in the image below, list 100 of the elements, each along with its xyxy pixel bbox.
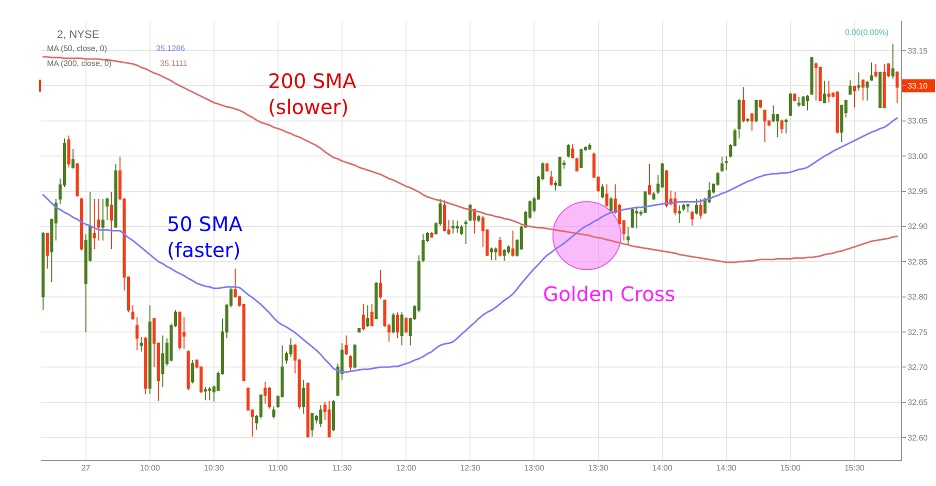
- candlestick: [76, 162, 79, 198]
- y-tick-label: 32.60: [908, 433, 928, 442]
- candlestick: [678, 204, 681, 224]
- series-label: 50 SMA (faster): [167, 212, 243, 262]
- annotation: MA (50, close, 0): [47, 44, 108, 53]
- candlestick: [101, 198, 104, 241]
- candlestick: [861, 78, 865, 101]
- candlestick: [788, 92, 792, 116]
- x-tick-label: 14:00: [652, 464, 673, 473]
- candlestick: [370, 303, 374, 327]
- candlestick: [571, 144, 574, 159]
- candlestick: [626, 226, 630, 246]
- candlestick: [374, 282, 378, 320]
- y-tick-label: 33.15: [908, 46, 928, 56]
- candlestick: [610, 196, 613, 213]
- candlestick: [878, 71, 882, 109]
- x-tick-label: 13:30: [588, 464, 609, 473]
- candlestick: [46, 232, 49, 270]
- candlestick: [191, 360, 194, 384]
- candlestick: [140, 336, 143, 352]
- candlestick: [302, 379, 306, 414]
- candlestick: [818, 66, 822, 102]
- line-series: [42, 56, 898, 264]
- candlestick: [114, 163, 118, 228]
- candlestick: [836, 90, 839, 134]
- candlestick: [136, 316, 139, 351]
- candlestick: [848, 80, 852, 96]
- candlestick: [550, 170, 553, 186]
- candlestick: [452, 220, 455, 234]
- candlestick: [882, 63, 886, 109]
- candlestick: [148, 304, 152, 394]
- candlestick: [738, 98, 741, 139]
- y-tick-label: 33.05: [908, 116, 928, 126]
- annotation: 0.00(0.00%): [845, 28, 889, 37]
- candlestick: [802, 96, 805, 107]
- candlestick: [366, 304, 370, 328]
- text: 2, NYSE: [57, 28, 100, 41]
- candlestick: [92, 198, 96, 250]
- candlestick: [635, 206, 638, 230]
- candlestick: [754, 99, 758, 123]
- candlestick: [665, 170, 668, 208]
- x-tick-label: 13:00: [524, 464, 545, 473]
- series-label: 200 SMA (slower): [268, 69, 356, 119]
- candlestick: [827, 80, 830, 104]
- candlestick: [344, 334, 348, 356]
- candlestick: [874, 63, 878, 78]
- candlestick: [720, 156, 724, 172]
- candlestick: [682, 203, 686, 212]
- candlestick: [264, 381, 267, 404]
- candlestick: [353, 343, 356, 370]
- candlestick: [750, 112, 754, 132]
- candlestick: [891, 44, 894, 80]
- candlestick: [498, 236, 502, 258]
- candlestick: [490, 247, 494, 261]
- x-tick-label: 12:30: [460, 464, 481, 473]
- candlestick: [319, 404, 322, 428]
- candlestick: [422, 234, 425, 263]
- candlestick: [857, 72, 860, 92]
- candlestick: [694, 198, 698, 215]
- candlestick: [400, 312, 404, 346]
- candlestick: [588, 142, 592, 150]
- candlestick: [699, 198, 702, 220]
- candlestick: [472, 208, 476, 234]
- candlestick: [362, 303, 365, 332]
- candlestick: [644, 190, 647, 214]
- candlestick: [558, 156, 562, 187]
- candlestick: [674, 191, 677, 216]
- x-tick-label: 10:30: [204, 464, 224, 473]
- y-tick-label: 33.10: [908, 82, 928, 91]
- y-tick-label: 32.80: [908, 292, 928, 302]
- candlestick: [404, 316, 408, 334]
- y-tick-label: 32.85: [908, 257, 928, 266]
- candlestick: [870, 62, 874, 82]
- candlestick: [328, 400, 331, 438]
- candlestick: [178, 311, 182, 350]
- candlestick: [106, 197, 109, 221]
- candlestick: [161, 334, 164, 388]
- x-tick-label: 11:00: [268, 464, 288, 473]
- annotation: 35.1286: [156, 44, 186, 53]
- candlestick: [545, 162, 549, 172]
- candlestick: [306, 382, 310, 438]
- x-tick-label: 27: [81, 464, 91, 473]
- candlestick: [110, 191, 113, 250]
- candlestick: [392, 312, 395, 334]
- y-tick-label: 32.70: [908, 362, 928, 372]
- candlestick: [268, 386, 271, 410]
- candlestick: [442, 200, 446, 232]
- candlestick: [378, 270, 382, 300]
- candlestick: [97, 198, 100, 241]
- candlestick: [67, 135, 70, 168]
- candlestick: [186, 350, 190, 391]
- candlestick: [430, 232, 434, 238]
- candlestick: [272, 406, 276, 419]
- candlestick: [763, 109, 766, 143]
- candlestick: [746, 118, 750, 123]
- candlestick: [810, 56, 814, 96]
- candlestick: [806, 94, 810, 111]
- x-tick-label: 11:30: [332, 464, 352, 473]
- candlestick: [477, 214, 480, 223]
- candlestick: [630, 206, 634, 228]
